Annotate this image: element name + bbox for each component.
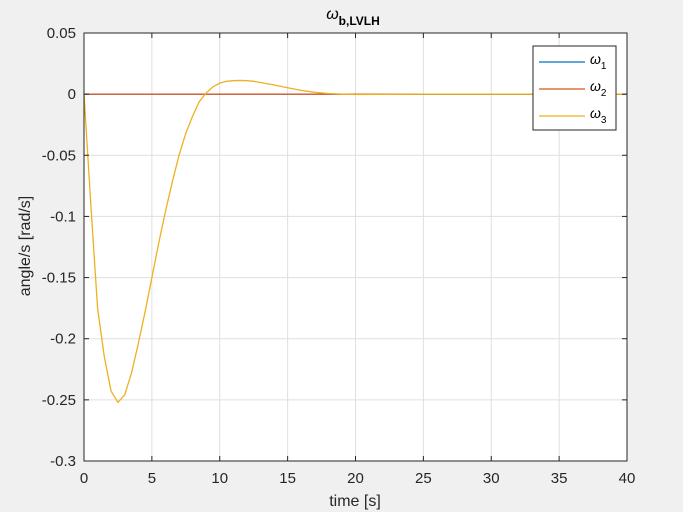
x-tick-label: 40: [619, 470, 636, 487]
series-line-omega-3: [83, 79, 627, 404]
y-tick-label: -0.1: [50, 208, 76, 225]
y-tick-label: 0.05: [47, 25, 76, 42]
x-tick-label: 5: [148, 470, 156, 487]
x-tick-label: 10: [211, 470, 228, 487]
y-tick-label: -0.2: [50, 331, 76, 348]
x-tick-label: 15: [279, 470, 296, 487]
x-tick-label: 30: [483, 470, 500, 487]
y-tick-label: -0.25: [42, 392, 76, 409]
x-tick-label: 25: [415, 470, 432, 487]
y-tick-label: -0.15: [42, 270, 76, 287]
y-tick-label: -0.3: [50, 453, 76, 470]
x-tick-label: 0: [80, 470, 88, 487]
legend-label-omega-2: ω2: [590, 78, 607, 99]
x-axis-label: time [s]: [329, 493, 381, 510]
x-tick-label: 20: [347, 470, 364, 487]
legend[interactable]: ω1 ω2 ω3: [532, 45, 617, 131]
y-axis-ticks: 0.05 0 -0.05 -0.1 -0.15 -0.2 -0.25 -0.3: [42, 25, 627, 470]
chart-title: ωb,LVLH: [326, 6, 380, 28]
x-tick-label: 35: [551, 470, 568, 487]
chart-title-main: ω: [326, 6, 338, 23]
y-axis-label: angle/s [rad/s]: [17, 196, 34, 297]
x-axis-ticks: 0 5 10 15 20 25 30 35 40: [80, 33, 636, 487]
chart-title-subscript: b,LVLH: [339, 14, 380, 28]
y-tick-label: -0.05: [42, 147, 76, 164]
y-tick-label: 0: [68, 86, 76, 103]
legend-label-omega-3: ω3: [590, 105, 607, 126]
legend-label-omega-1: ω1: [590, 51, 607, 72]
